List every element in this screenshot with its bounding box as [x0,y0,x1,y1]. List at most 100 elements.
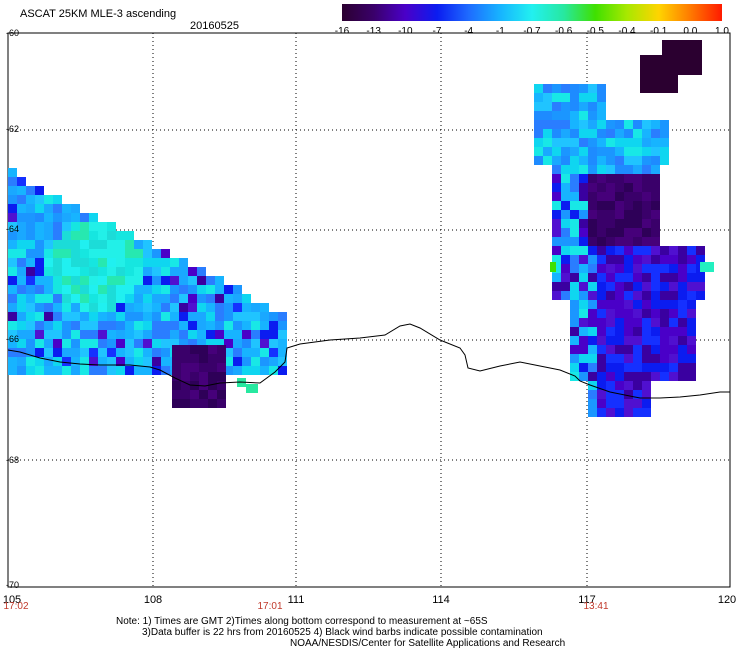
swath-cell [188,285,197,294]
swath-cell [98,339,107,348]
swath-cell [35,267,44,276]
swath-cell [53,366,62,375]
swath-cell [651,318,660,327]
swath-cell [80,231,89,240]
swath-cell [597,174,606,183]
swath-cell [215,285,224,294]
swath-cell [278,348,287,357]
swath-cell [561,282,570,291]
swath-cell [17,186,26,195]
swath-cell [534,84,543,93]
swath-cell [669,336,678,345]
swath-cell [17,366,26,375]
swath-cell [561,219,570,228]
swath-cell [597,255,606,264]
swath-cell [278,330,287,339]
swath-cell [233,348,242,357]
swath-cell [35,330,44,339]
swath-cell [597,399,606,408]
swath-cell [134,285,143,294]
swath-cell [633,120,642,129]
swath-cell [624,381,633,390]
swath-cell [35,213,44,222]
lat-label-62: -62 [6,124,20,134]
swath-cell [89,213,98,222]
swath-cell [71,285,80,294]
swath-cell [570,372,579,381]
swath-cell [597,129,606,138]
swath-cell [80,213,89,222]
swath-cell [561,129,570,138]
swath-cell [552,183,561,192]
swath-cell [579,192,588,201]
swath-cell [260,330,269,339]
swath-cell [26,186,35,195]
swath-cell [552,264,561,273]
swath-cell [269,321,278,330]
swath-cell [588,111,597,120]
swath-cell [260,312,269,321]
swath-cell [678,264,687,273]
swath-cell [651,372,660,381]
swath-cell [588,354,597,363]
swath-cell [660,129,669,138]
swath-cell [17,294,26,303]
swath-cell [651,138,660,147]
swath-cell [624,336,633,345]
swath-cell [53,222,62,231]
swath-cell [143,294,152,303]
swath-cell [651,273,660,282]
swath-cell [89,330,98,339]
swath-cell [172,345,181,354]
swath-cell [633,327,642,336]
swath-cell [552,210,561,219]
swath-cell [35,231,44,240]
swath-cell [44,204,53,213]
color-scale-labels: -16 -13 -10 -7 -4 -1 -0.7 -0.6 -0.5 -0.4 -0.1 0.0 1.… [330,26,740,38]
swath-cell [44,303,53,312]
swath-cell [669,327,678,336]
swath-cell [615,147,624,156]
swath-cell [170,339,179,348]
swath-cell [125,240,134,249]
swath-cell [633,282,642,291]
swath-cell [8,276,17,285]
swath-cell [651,210,660,219]
swath-cell [696,255,705,264]
swath-cell [696,246,705,255]
swath-cell [687,282,696,291]
swath-cell [233,321,242,330]
swath-cell [8,348,17,357]
swath-cell [624,408,633,417]
swath-cell [579,102,588,111]
swath-cell [143,249,152,258]
swath-cell [71,312,80,321]
swath-cell [678,246,687,255]
swath-cell [615,255,624,264]
swath-cell [44,222,53,231]
swath-cell [552,84,561,93]
swath-cell [651,255,660,264]
swath-cell [251,312,260,321]
swath-cell [8,285,17,294]
swath-cell [179,321,188,330]
swath-cell [107,240,116,249]
swath-cell [669,300,678,309]
swath-cell [44,312,53,321]
swath-cell [190,363,199,372]
swath-cell [579,327,588,336]
lat-label-70: -70 [6,580,20,590]
swath-cell [242,312,251,321]
swath-cell [597,147,606,156]
swath-cell [615,318,624,327]
swath-cell [181,345,190,354]
swath-cell [561,111,570,120]
swath-cell [107,294,116,303]
swath-cell [606,399,615,408]
swath-cell [606,183,615,192]
swath-cell [80,339,89,348]
swath-cell [251,330,260,339]
swath-cell [53,348,62,357]
swath-cell [224,312,233,321]
swath-cell [624,165,633,174]
